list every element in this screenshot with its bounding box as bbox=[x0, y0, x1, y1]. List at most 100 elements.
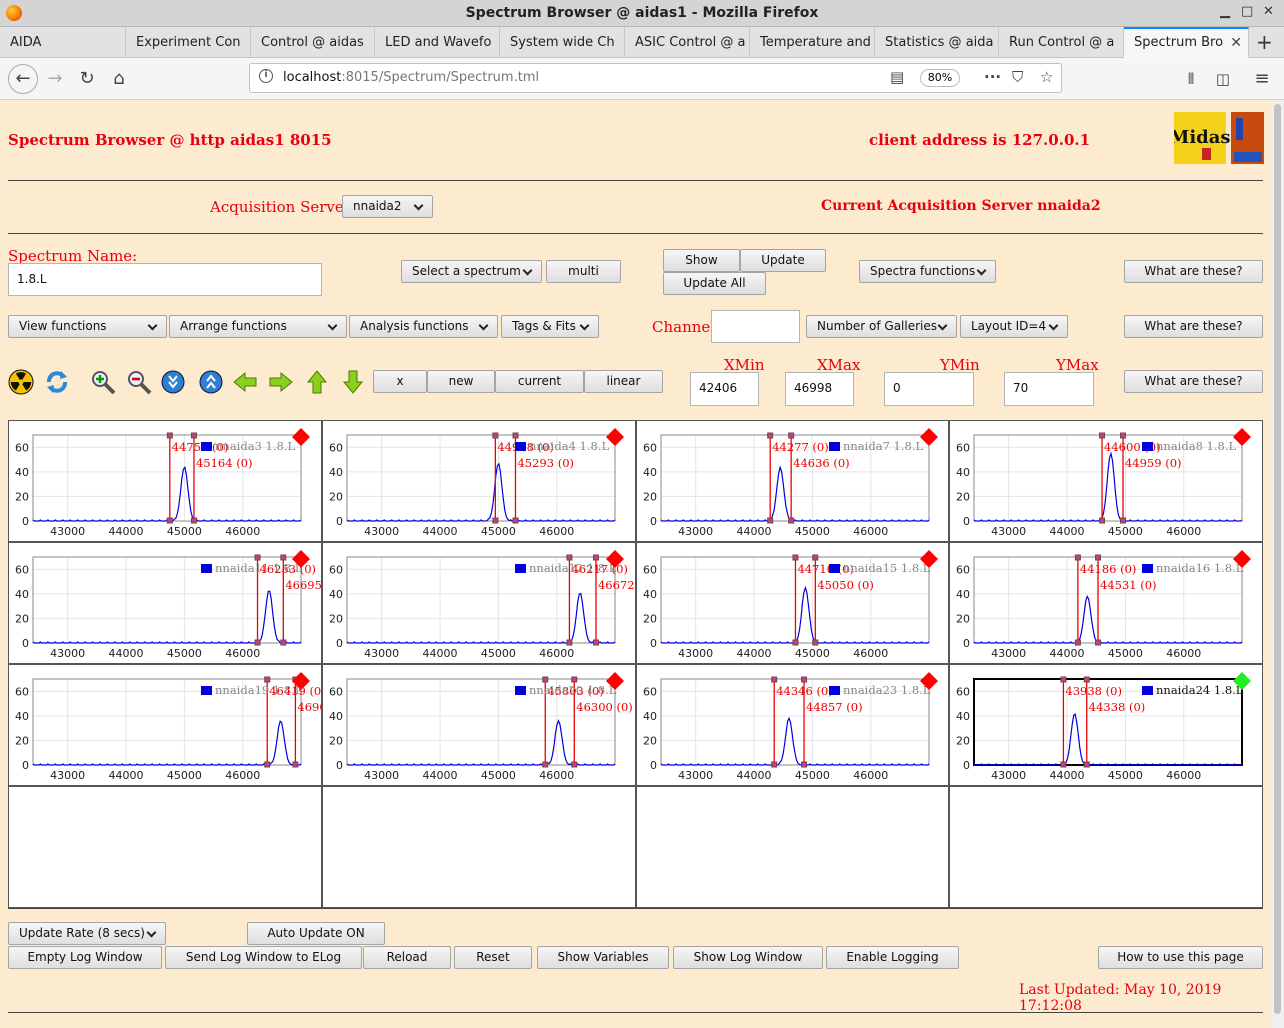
update-all-button[interactable]: Update All bbox=[663, 272, 766, 295]
spectrum-plot[interactable]: 0 20 40 60 43000 44000 45000 46000 44750 (0) 4516… bbox=[9, 421, 323, 543]
cursor-handle[interactable] bbox=[1084, 761, 1091, 768]
status-diamond-icon[interactable] bbox=[605, 672, 624, 690]
left-arrow-icon[interactable] bbox=[232, 369, 258, 395]
cursor-handle[interactable] bbox=[1120, 432, 1127, 439]
cursor-handle[interactable] bbox=[292, 761, 299, 768]
cursor-handle[interactable] bbox=[280, 554, 287, 561]
select-spectrum-dropdown[interactable]: Select a spectrum bbox=[401, 260, 542, 283]
zoom-level[interactable]: 80% bbox=[920, 69, 960, 87]
tab-statistics[interactable]: Statistics @ aida bbox=[875, 27, 999, 57]
maximize-icon[interactable]: □ bbox=[1241, 4, 1254, 19]
tab-temperature[interactable]: Temperature and bbox=[750, 27, 875, 57]
ymax-input[interactable]: 70 bbox=[1004, 372, 1094, 406]
cursor-handle[interactable] bbox=[492, 517, 499, 524]
status-diamond-icon[interactable] bbox=[919, 672, 938, 690]
xmax-input[interactable]: 46998 bbox=[785, 372, 854, 406]
tab-spectrum-browser[interactable]: Spectrum Bro ✕ bbox=[1124, 27, 1249, 58]
gallery-cell[interactable]: 0 20 40 60 43000 44000 45000 46000 45803 (0) 4630… bbox=[321, 664, 636, 786]
cursor-handle[interactable] bbox=[811, 554, 818, 561]
cursor-handle[interactable] bbox=[1099, 432, 1106, 439]
cursor-handle[interactable] bbox=[1060, 676, 1067, 683]
show-button[interactable]: Show bbox=[663, 249, 740, 272]
cursor-handle[interactable] bbox=[1075, 639, 1082, 646]
cursor-handle[interactable] bbox=[512, 432, 519, 439]
zoom-in-icon[interactable] bbox=[90, 369, 116, 395]
tab-asic-control[interactable]: ASIC Control @ a bbox=[625, 27, 750, 57]
cursor-handle[interactable] bbox=[166, 517, 173, 524]
library-icon[interactable]: ⫴ bbox=[1187, 70, 1195, 88]
spectrum-plot[interactable]: 0 20 40 60 43000 44000 45000 46000 43938 (0) 4433… bbox=[950, 665, 1264, 787]
arrange-functions-dropdown[interactable]: Arrange functions bbox=[169, 315, 347, 338]
radiation-icon[interactable] bbox=[8, 369, 34, 395]
x-button[interactable]: x bbox=[373, 370, 427, 393]
cursor-handle[interactable] bbox=[787, 517, 794, 524]
cursor-handle[interactable] bbox=[1099, 517, 1106, 524]
what-are-these-button-3[interactable]: What are these? bbox=[1124, 370, 1263, 393]
vertical-scrollbar[interactable] bbox=[1271, 100, 1284, 1028]
status-diamond-icon[interactable] bbox=[919, 550, 938, 568]
show-log-window-button[interactable]: Show Log Window bbox=[673, 946, 823, 969]
cursor-handle[interactable] bbox=[542, 676, 549, 683]
cursor-handle[interactable] bbox=[1095, 639, 1102, 646]
gallery-cell[interactable]: 0 20 40 60 43000 44000 45000 46000 44186 (0) 4453… bbox=[949, 542, 1263, 664]
compress-vertical-icon[interactable] bbox=[160, 369, 186, 395]
layout-id-dropdown[interactable]: Layout ID=4 bbox=[960, 315, 1068, 338]
site-info-icon[interactable]: i bbox=[259, 69, 273, 83]
xmin-input[interactable]: 42406 bbox=[690, 372, 759, 406]
gallery-cell[interactable]: 0 20 40 60 43000 44000 45000 46000 46253 (0) 4669… bbox=[8, 542, 323, 665]
down-arrow-icon[interactable] bbox=[340, 369, 366, 395]
reload-button[interactable]: Reload bbox=[363, 946, 451, 969]
spectrum-plot[interactable]: 0 20 40 60 43000 44000 45000 46000 44186 (0) 4453… bbox=[950, 543, 1264, 665]
reload-icon[interactable]: ↻ bbox=[79, 68, 95, 89]
enable-logging-button[interactable]: Enable Logging bbox=[826, 946, 959, 969]
status-diamond-icon[interactable] bbox=[292, 428, 310, 446]
status-diamond-icon[interactable] bbox=[605, 550, 624, 568]
gallery-cell[interactable] bbox=[321, 786, 636, 908]
cursor-handle[interactable] bbox=[592, 554, 599, 561]
gallery-cell[interactable]: 0 20 40 60 43000 44000 45000 46000 43938 (0) 4433… bbox=[949, 664, 1263, 786]
cursor-handle[interactable] bbox=[264, 761, 271, 768]
reset-button[interactable]: Reset bbox=[454, 946, 532, 969]
refresh-icon[interactable] bbox=[44, 369, 70, 395]
cursor-handle[interactable] bbox=[566, 554, 573, 561]
ymin-input[interactable]: 0 bbox=[884, 372, 974, 406]
tab-control[interactable]: Control @ aidas bbox=[251, 27, 375, 57]
close-window-icon[interactable]: ✕ bbox=[1263, 4, 1274, 19]
spectrum-plot[interactable]: 0 20 40 60 43000 44000 45000 46000 44277 (0) 4463… bbox=[637, 421, 951, 543]
tab-system-wide[interactable]: System wide Ch bbox=[500, 27, 625, 57]
forward-icon[interactable]: → bbox=[47, 68, 63, 89]
gallery-cell[interactable]: 0 20 40 60 43000 44000 45000 46000 44277 (0) 4463… bbox=[635, 420, 951, 543]
spectrum-name-input[interactable]: 1.8.L bbox=[8, 263, 322, 296]
cursor-handle[interactable] bbox=[566, 639, 573, 646]
gallery-cell[interactable]: 0 20 40 60 43000 44000 45000 46000 44710 (0) 4505… bbox=[635, 542, 951, 665]
gallery-cell[interactable] bbox=[8, 786, 322, 908]
cursor-handle[interactable] bbox=[571, 676, 578, 683]
page-actions-icon[interactable]: ··· bbox=[984, 68, 1002, 86]
cursor-handle[interactable] bbox=[571, 761, 578, 768]
cursor-handle[interactable] bbox=[492, 432, 499, 439]
update-button[interactable]: Update bbox=[740, 249, 826, 272]
view-functions-dropdown[interactable]: View functions bbox=[8, 315, 167, 338]
status-diamond-icon[interactable] bbox=[1233, 428, 1252, 446]
update-rate-dropdown[interactable]: Update Rate (8 secs) bbox=[8, 922, 166, 945]
expand-vertical-icon[interactable] bbox=[198, 369, 224, 395]
empty-log-window-button[interactable]: Empty Log Window bbox=[8, 946, 162, 969]
menu-icon[interactable]: ≡ bbox=[1254, 68, 1270, 89]
what-are-these-button-1[interactable]: What are these? bbox=[1124, 260, 1263, 283]
cursor-handle[interactable] bbox=[766, 432, 773, 439]
tab-run-control[interactable]: Run Control @ a bbox=[999, 27, 1124, 57]
what-are-these-button-2[interactable]: What are these? bbox=[1124, 315, 1263, 338]
sidebar-icon[interactable]: ◫ bbox=[1215, 70, 1231, 88]
linear-button[interactable]: linear bbox=[584, 370, 663, 393]
gallery-cell[interactable]: 0 20 40 60 43000 44000 45000 46000 44600 (0) 4495… bbox=[949, 420, 1263, 542]
cursor-handle[interactable] bbox=[800, 761, 807, 768]
status-diamond-icon[interactable] bbox=[1233, 672, 1252, 690]
zoom-out-icon[interactable] bbox=[126, 369, 152, 395]
status-diamond-icon[interactable] bbox=[605, 428, 624, 446]
status-diamond-icon[interactable] bbox=[292, 550, 310, 568]
